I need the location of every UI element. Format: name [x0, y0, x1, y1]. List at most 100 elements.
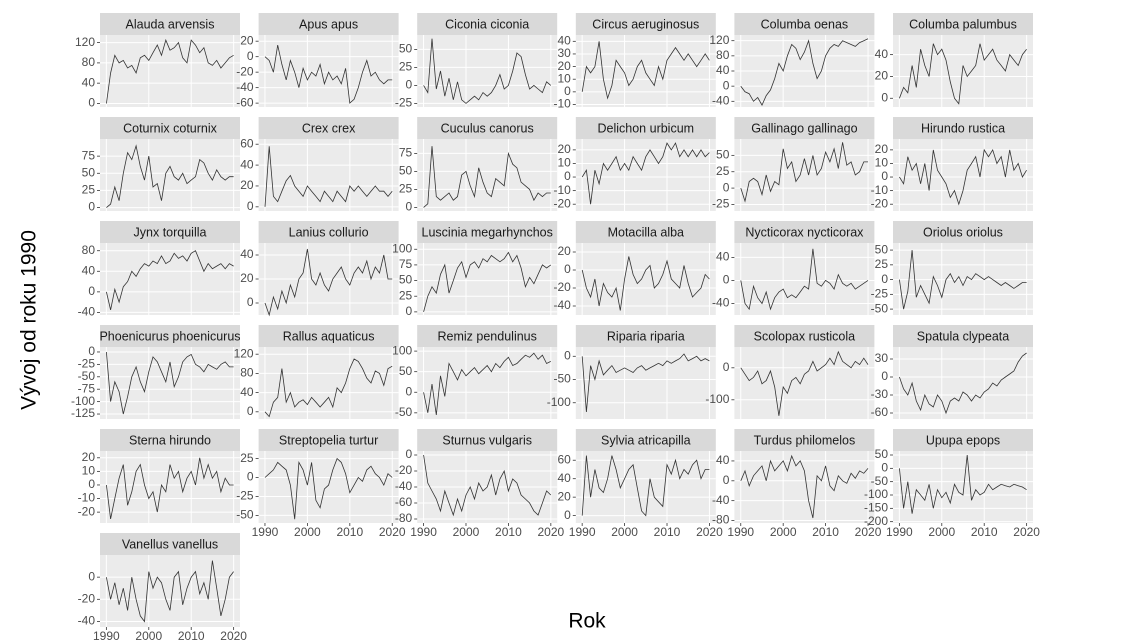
- y-tick-label: -80: [395, 511, 413, 525]
- strip-title: Motacilla alba: [608, 225, 684, 239]
- y-tick-label: 50: [399, 164, 413, 178]
- y-tick-label: 80: [240, 366, 254, 380]
- strip-title: Oriolus oriolus: [923, 225, 1003, 239]
- panel: Spatula clypeata -60 -30 0 30: [871, 325, 1033, 419]
- y-tick-label: 40: [82, 263, 96, 277]
- y-tick-label: 0: [723, 180, 730, 194]
- y-tick-label: 0: [88, 477, 95, 491]
- y-tick-label: 0: [881, 272, 888, 286]
- y-tick-label: -50: [395, 405, 413, 419]
- y-tick-label: 75: [82, 148, 96, 162]
- y-tick-label: 10: [557, 71, 571, 85]
- y-tick-label: 0: [406, 78, 413, 92]
- y-tick-label: 0: [881, 369, 888, 383]
- plot-background: [100, 35, 240, 107]
- x-tick-label: 1990: [569, 525, 596, 539]
- data-line: [740, 454, 869, 519]
- strip-title: Remiz pendulinus: [438, 329, 537, 343]
- x-tick-label: 2020: [855, 525, 882, 539]
- strip: [258, 325, 399, 347]
- y-tick-label: 40: [716, 250, 730, 264]
- y-tick-label: -100: [864, 487, 888, 501]
- y-tick-label: 20: [875, 142, 889, 156]
- data-line: [106, 38, 234, 104]
- panel: Crex crex 0 20 40 60: [240, 117, 399, 213]
- plot-background: [893, 347, 1033, 419]
- strip: [893, 117, 1033, 139]
- strip-title: Crex crex: [302, 121, 356, 135]
- data-line: [423, 38, 552, 104]
- strip: [417, 325, 558, 347]
- y-tick-label: -40: [712, 296, 730, 310]
- panel: Columba palumbus 0 20 40: [875, 13, 1033, 107]
- y-tick-label: -125: [71, 406, 95, 420]
- x-tick-label: 2010: [336, 525, 363, 539]
- y-tick-label: -40: [395, 479, 413, 493]
- data-line: [581, 142, 710, 205]
- strip-title: Phoenicurus phoenicurus: [99, 329, 240, 343]
- panel: Lanius collurio 0 20 40: [240, 221, 399, 317]
- y-tick-label: 0: [88, 200, 95, 214]
- strip-title: Sturnus vulgaris: [442, 433, 532, 447]
- x-tick-label: 2020: [537, 525, 564, 539]
- data-line: [106, 457, 234, 519]
- strip-title: Ciconia ciconia: [445, 17, 529, 31]
- x-tick-label: 1990: [93, 629, 120, 643]
- y-tick-label: 40: [716, 63, 730, 77]
- strip: [893, 13, 1033, 35]
- panel: Rallus aquaticus 0 40 80 120: [234, 325, 399, 419]
- y-tick-label: 40: [240, 157, 254, 171]
- data-line: [581, 353, 710, 413]
- x-tick-label: 2010: [495, 525, 522, 539]
- strip-title: Delichon urbicum: [598, 121, 695, 135]
- plot-background: [575, 35, 716, 107]
- data-line: [423, 454, 552, 517]
- strip: [417, 429, 558, 451]
- y-tick-label: -20: [78, 591, 96, 605]
- strip: [575, 13, 716, 35]
- plot-background: [575, 347, 716, 419]
- y-tick-label: 20: [82, 450, 96, 464]
- strip-title: Luscinia megarhynchos: [422, 225, 553, 239]
- y-tick-label: -40: [553, 298, 571, 312]
- strip: [258, 221, 399, 243]
- y-tick-label: 25: [82, 183, 96, 197]
- plot-background: [417, 243, 558, 315]
- y-tick-label: 0: [564, 262, 571, 276]
- strip: [575, 221, 716, 243]
- strip-title: Lanius collurio: [289, 225, 369, 239]
- y-tick-label: 0: [881, 169, 888, 183]
- panel: Nycticorax nycticorax -40 0 40: [712, 221, 875, 315]
- strip-title: Apus apus: [299, 17, 358, 31]
- y-tick-label: 50: [399, 42, 413, 56]
- y-tick-label: 50: [82, 165, 96, 179]
- data-line: [899, 352, 1027, 415]
- y-tick-label: 0: [564, 169, 571, 183]
- strip-title: Columba palumbus: [909, 17, 1017, 31]
- x-tick-label: 2010: [178, 629, 205, 643]
- y-tick-label: 0: [564, 84, 571, 98]
- y-tick-label: 0: [723, 473, 730, 487]
- x-tick-label: 2020: [220, 629, 247, 643]
- y-tick-label: -50: [553, 372, 571, 386]
- y-tick-label: -40: [712, 493, 730, 507]
- data-line: [423, 251, 552, 313]
- y-tick-label: 25: [875, 257, 889, 271]
- y-tick-label: 25: [240, 451, 254, 465]
- panel: Phoenicurus phoenicurus -125-100-75-50-25…: [71, 325, 240, 420]
- data-line: [899, 148, 1027, 206]
- strip: [100, 325, 240, 347]
- y-tick-label: -30: [871, 387, 889, 401]
- y-tick-label: 20: [557, 244, 571, 258]
- y-tick-label: -80: [712, 513, 730, 527]
- strip-title: Alauda arvensis: [126, 17, 215, 31]
- y-tick-label: 0: [564, 348, 571, 362]
- y-tick-label: 0: [247, 199, 254, 213]
- y-tick-label: 0: [88, 284, 95, 298]
- y-tick-label: 0: [723, 273, 730, 287]
- y-tick-label: -60: [236, 95, 254, 109]
